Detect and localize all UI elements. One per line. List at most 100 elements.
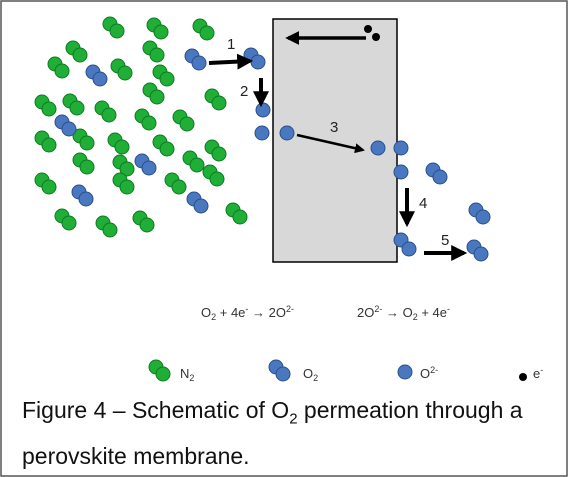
n2-molecule (134, 108, 157, 131)
o2-molecule (468, 202, 491, 225)
o2-molecule (85, 64, 108, 87)
n2-molecule (182, 150, 205, 173)
o2-molecule (54, 114, 77, 137)
atom (119, 179, 135, 195)
atom (149, 47, 165, 63)
n2-molecule (142, 82, 165, 105)
n2-molecule (142, 40, 165, 63)
oxide-ions (254, 102, 417, 257)
n2-molecule (47, 56, 70, 79)
n2-molecule (192, 18, 215, 41)
atom (149, 89, 165, 105)
atom (79, 159, 95, 175)
step-label-3: 3 (330, 119, 338, 136)
n2-molecule (202, 164, 225, 187)
n2-molecule (34, 172, 57, 195)
oxide-ion (254, 125, 270, 141)
atom (102, 222, 118, 238)
n2-molecule (102, 16, 125, 39)
legend-o2-label: O2 (303, 366, 318, 383)
n2-molecule (132, 210, 155, 233)
o2-molecule (134, 153, 157, 176)
atom (61, 215, 77, 231)
step-1-arrow (208, 53, 254, 70)
atom (155, 366, 171, 382)
nitrogen-molecules (34, 16, 248, 238)
n2-molecule (172, 109, 195, 132)
n2-molecule (34, 130, 57, 153)
atom (117, 65, 133, 81)
n2-molecule (94, 100, 117, 123)
electron-dot (364, 25, 372, 33)
oxide-ion (393, 140, 409, 156)
atom (78, 191, 94, 207)
atom (54, 63, 70, 79)
n2-molecule (152, 134, 175, 157)
atom (275, 366, 291, 382)
o2-molecule (71, 184, 94, 207)
atom (211, 146, 227, 162)
n2-molecule (204, 139, 227, 162)
atom (141, 160, 157, 176)
atom (41, 101, 57, 117)
step-3-arrow (296, 133, 365, 154)
o2-molecule (184, 48, 207, 71)
atom (432, 169, 448, 185)
oxide-ion (393, 164, 409, 180)
atom (232, 209, 248, 225)
atom (41, 179, 57, 195)
step-label-5: 5 (441, 232, 449, 249)
oxide-ion (401, 241, 417, 257)
n2-molecule (146, 17, 169, 40)
step-label-4: 4 (419, 195, 427, 212)
atom (114, 139, 130, 155)
figure-caption: Figure 4 – Schematic of O2 permeation th… (22, 397, 523, 469)
o2-molecule (186, 191, 209, 214)
legend-n2-icon (148, 359, 171, 382)
atom (139, 217, 155, 233)
n2-molecule (62, 93, 85, 116)
n2-molecule (72, 128, 95, 151)
n2-molecule (152, 64, 175, 87)
legend-n2-label: N2 (180, 366, 194, 383)
oxide-ion (370, 140, 386, 156)
o2-molecule (466, 239, 489, 262)
n2-molecule (112, 154, 135, 177)
oxidation-equation: 2O2- → O2 + 4e- (357, 304, 450, 322)
atom (475, 209, 491, 225)
atom (473, 246, 489, 262)
legend-o2-icon (268, 359, 291, 382)
perovskite-membrane (272, 18, 398, 263)
oxide-ion (255, 102, 271, 118)
n2-molecule (164, 172, 187, 195)
atom (199, 25, 215, 41)
atom (79, 135, 95, 151)
atom (159, 141, 175, 157)
atom (61, 121, 77, 137)
legend-electron-icon (519, 373, 527, 381)
reduction-equation: O2 + 4e- → 2O2- (201, 304, 294, 322)
n2-molecule (204, 88, 227, 111)
atom (101, 107, 117, 123)
step-label-2: 2 (240, 83, 248, 100)
electron-dot (372, 33, 380, 41)
step-label-1: 1 (227, 36, 235, 53)
atom (189, 157, 205, 173)
atom (179, 116, 195, 132)
electron-pair (364, 25, 380, 41)
n2-molecule (72, 152, 95, 175)
atom (41, 137, 57, 153)
legend: N2 O2 O2- e- (148, 359, 543, 383)
n2-molecule (54, 208, 77, 231)
atom (191, 55, 207, 71)
n2-molecule (110, 58, 133, 81)
atom (159, 71, 175, 87)
legend-oxide-ion-label: O2- (420, 365, 438, 381)
atom (92, 71, 108, 87)
n2-molecule (107, 132, 130, 155)
n2-molecule (34, 94, 57, 117)
atom (109, 23, 125, 39)
